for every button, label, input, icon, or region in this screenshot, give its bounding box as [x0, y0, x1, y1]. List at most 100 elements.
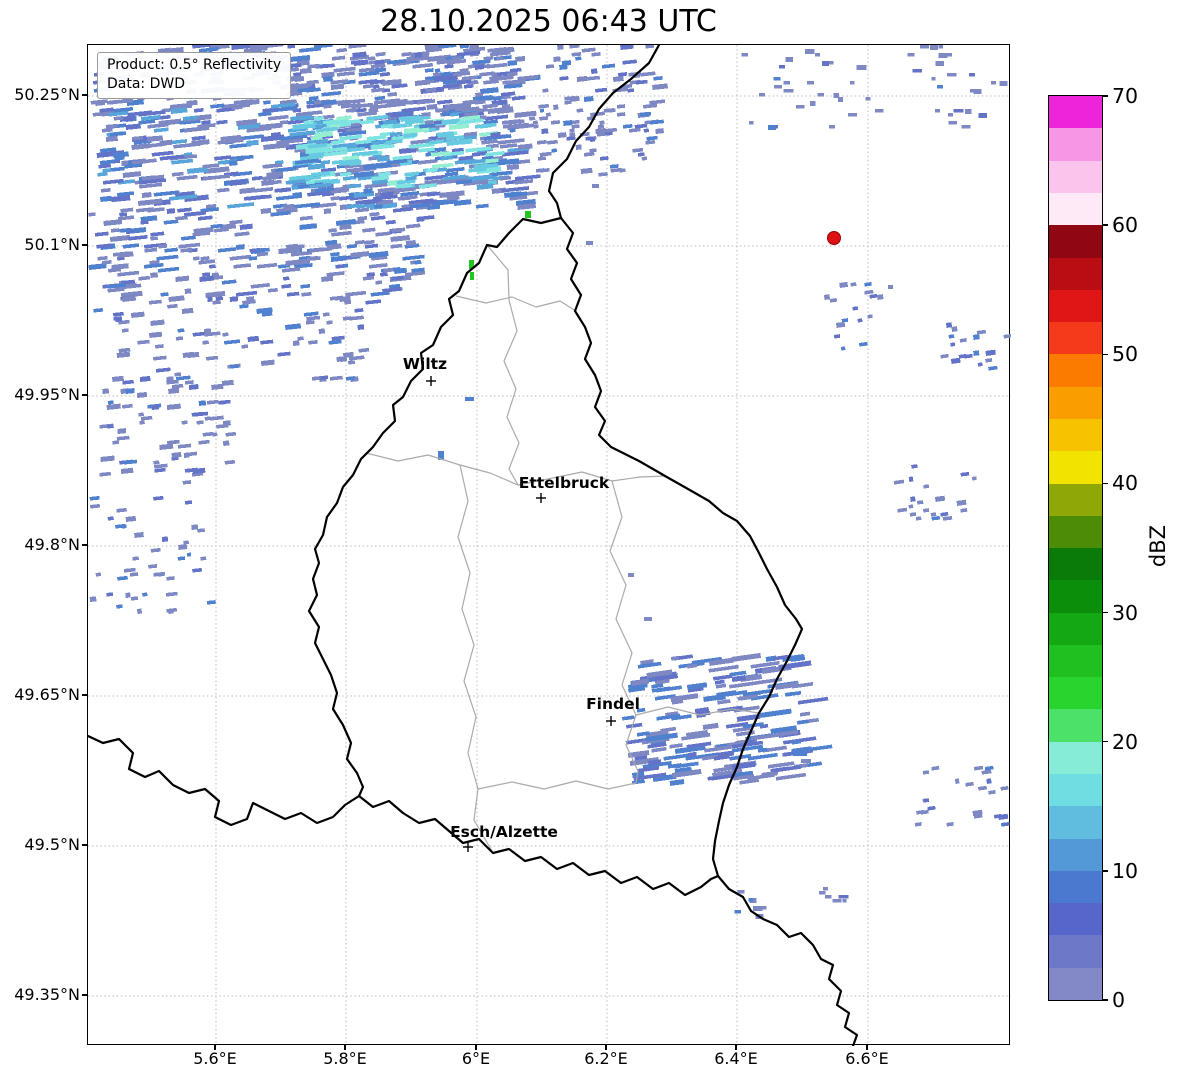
colorbar-tick-label: 70 [1112, 84, 1139, 108]
colorbar-segment [1049, 967, 1102, 1000]
colorbar-tick-mark [1103, 482, 1108, 485]
y-tick-mark [82, 94, 87, 96]
country-border [716, 874, 859, 1046]
canton-border-layer [365, 244, 760, 852]
colorbar-segment [1049, 354, 1102, 387]
colorbar-tick-label: 30 [1112, 600, 1139, 625]
colorbar-segment [1049, 580, 1102, 613]
colorbar-segment [1049, 257, 1102, 290]
map-plot-area: Wiltz Ettelbruck Findel Esch/Alzette Produc… [87, 44, 1011, 1046]
x-tick-label: 6°E [461, 1049, 491, 1068]
city-layer: Wiltz Ettelbruck Findel Esch/Alzette [403, 355, 640, 852]
y-tick-mark [82, 544, 87, 546]
data-source-line: Data: DWD [107, 75, 185, 92]
colorbar-tick-label: 10 [1112, 858, 1139, 883]
colorbar-tick-mark [1103, 741, 1108, 743]
radar-map-svg: Wiltz Ettelbruck Findel Esch/Alzette [88, 45, 1011, 1046]
x-tick-mark [214, 1045, 216, 1050]
colorbar-segment [1049, 644, 1102, 678]
y-tick-label: 49.65°N [14, 685, 80, 704]
country-border [357, 794, 720, 897]
city-label: Esch/Alzette [450, 823, 558, 841]
y-tick-label: 49.35°N [14, 985, 80, 1004]
x-tick-mark [605, 1045, 607, 1050]
colorbar-segment [1049, 225, 1102, 258]
colorbar-segment [1049, 289, 1102, 323]
colorbar-tick-mark [1103, 224, 1108, 226]
colorbar-segment [1049, 806, 1102, 839]
x-tick-mark [344, 1045, 346, 1050]
y-tick-mark [82, 844, 87, 846]
x-tick-label: 5.8°E [323, 1049, 367, 1068]
colorbar-segment [1049, 612, 1102, 645]
colorbar-tick-mark [1103, 353, 1108, 355]
y-tick-mark [82, 394, 87, 396]
y-tick-label: 50.25°N [14, 85, 80, 104]
y-tick-label: 50.1°N [24, 235, 80, 254]
colorbar-segment [1049, 935, 1102, 968]
canton-border [365, 452, 519, 486]
x-tick-label: 5.6°E [193, 1049, 237, 1068]
x-tick-label: 6.4°E [714, 1049, 758, 1068]
x-tick-mark [475, 1045, 477, 1050]
country-border [559, 216, 804, 878]
x-tick-mark [735, 1045, 737, 1050]
y-tick-label: 49.95°N [14, 385, 80, 404]
country-border [547, 45, 661, 220]
plot-title: 28.10.2025 06:43 UTC [380, 4, 717, 39]
colorbar-segment [1049, 418, 1102, 452]
colorbar-segment [1049, 709, 1102, 742]
colorbar-axis-label: dBZ [1146, 525, 1170, 567]
canton-border [517, 471, 666, 486]
colorbar-segment [1049, 870, 1102, 904]
canton-border [457, 464, 493, 852]
y-tick-label: 49.8°N [24, 535, 80, 554]
product-info-line: Product: 0.5° Reflectivity [107, 57, 282, 73]
canton-border [486, 244, 510, 301]
colorbar-segment [1049, 741, 1102, 775]
x-tick-label: 6.2°E [584, 1049, 628, 1068]
colorbar-segment [1049, 451, 1102, 484]
x-tick-mark [866, 1045, 868, 1050]
colorbar-tick-label: 60 [1112, 213, 1139, 238]
colorbar-segment [1049, 677, 1102, 710]
colorbar-segment [1049, 838, 1102, 871]
colorbar-tick-mark [1103, 999, 1108, 1001]
colorbar-tick-label: 40 [1112, 471, 1139, 496]
y-tick-mark [82, 994, 87, 996]
colorbar-segment [1049, 96, 1102, 129]
canton-border [455, 295, 577, 312]
colorbar-segment [1049, 128, 1102, 161]
canton-border [477, 780, 637, 790]
colorbar-segment [1049, 192, 1102, 226]
colorbar-segment [1049, 322, 1102, 355]
colorbar-tick-mark [1103, 95, 1108, 97]
colorbar [1048, 95, 1103, 1001]
canton-border [503, 299, 520, 486]
colorbar-tick-label: 0 [1112, 988, 1126, 1012]
city-label: Wiltz [403, 355, 447, 373]
y-tick-mark [82, 244, 87, 246]
colorbar-segment [1049, 515, 1102, 549]
x-tick-label: 6.6°E [845, 1049, 889, 1068]
colorbar-tick-mark [1103, 870, 1108, 872]
colorbar-segment [1049, 160, 1102, 193]
city-label: Findel [586, 695, 640, 713]
city-label: Ettelbruck [519, 474, 610, 492]
y-tick-mark [82, 694, 87, 696]
canton-border [635, 706, 760, 716]
country-border [88, 734, 361, 827]
colorbar-axis-label-text: dBZ [1146, 525, 1170, 567]
colorbar-segment [1049, 903, 1102, 936]
colorbar-segment [1049, 774, 1102, 807]
country-border [307, 216, 563, 798]
colorbar-tick-label: 50 [1112, 342, 1139, 367]
y-tick-label: 49.5°N [24, 835, 80, 854]
colorbar-tick-label: 20 [1112, 729, 1139, 754]
colorbar-tick-mark [1103, 611, 1108, 614]
grid-layer [88, 45, 1011, 1046]
radar-site-layer [827, 231, 841, 245]
colorbar-segment [1049, 483, 1102, 516]
product-info-box: Product: 0.5° Reflectivity Data: DWD [97, 52, 292, 99]
